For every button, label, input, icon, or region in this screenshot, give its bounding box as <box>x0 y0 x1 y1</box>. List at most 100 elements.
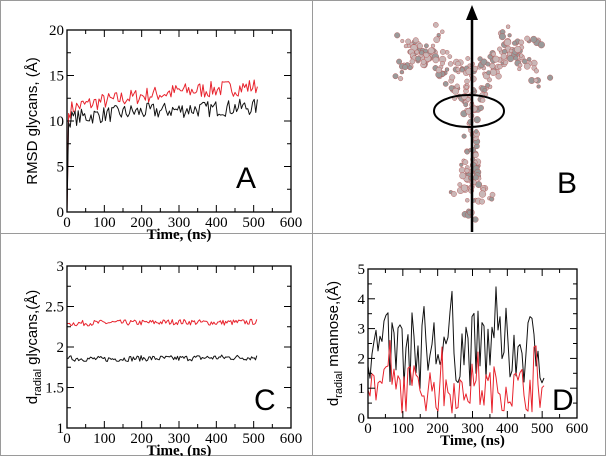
atom-bead <box>464 78 470 85</box>
x-tick-label: 600 <box>280 431 303 447</box>
x-tick-label: 500 <box>242 215 265 231</box>
x-tick-label: 100 <box>93 431 116 447</box>
chart-panel-c: 0 100 200 300 400 500 600 1 1.5 2 2.5 3 Time, (ns) dr… <box>24 259 302 456</box>
atom-bead <box>461 133 467 139</box>
atom-bead <box>435 66 443 74</box>
x-tick-label: 300 <box>168 431 191 447</box>
x-tick-label: 200 <box>130 215 153 231</box>
x-tick-label: 0 <box>364 421 372 437</box>
atom-bead <box>402 64 408 71</box>
atom-bead <box>512 40 518 46</box>
atom-bead <box>514 45 522 53</box>
atom-bead <box>462 159 469 165</box>
y-tick-label: 20 <box>49 23 64 39</box>
y-tick-label: 1 <box>358 381 366 397</box>
series-line-a-black <box>66 98 258 213</box>
atom-bead <box>460 184 468 192</box>
atom-bead <box>450 191 457 197</box>
atom-bead <box>536 84 541 89</box>
x-tick-label: 300 <box>461 421 484 437</box>
atom-bead <box>489 191 496 198</box>
atom-bead <box>508 48 514 53</box>
arrow-head <box>466 5 478 20</box>
chart-panel-a: 0 100 200 300 400 500 600 0 5 10 15 20 Time, (ns) RMS… <box>24 23 302 243</box>
atom-bead <box>398 76 404 82</box>
atom-bead <box>513 55 519 61</box>
y-tick-label: 1 <box>57 421 65 437</box>
y-tick-label: 0 <box>358 411 366 427</box>
y-axis-label: RMSD glycans, (Å) <box>24 57 41 185</box>
x-axis-label: Time, (ns) <box>147 227 212 243</box>
atom-bead <box>479 198 485 205</box>
atom-bead <box>457 182 463 188</box>
atom-bead <box>504 38 512 47</box>
atom-bead <box>480 97 486 103</box>
atom-bead <box>497 46 503 52</box>
y-axis-label: dradial glycans,(Å) <box>24 290 44 404</box>
atom-bead <box>394 32 401 39</box>
atom-bead <box>455 61 461 67</box>
atom-bead <box>492 55 500 63</box>
atom-bead <box>400 39 405 44</box>
atom-bead <box>478 190 487 198</box>
series-line-d-black <box>367 286 545 389</box>
atom-bead <box>489 68 497 76</box>
atom-bead <box>505 24 511 29</box>
atom-bead <box>518 62 523 68</box>
x-tick-label: 400 <box>205 215 228 231</box>
atom-bead <box>465 108 472 115</box>
atom-bead <box>473 129 479 134</box>
x-axis-label: Time, (ns) <box>440 433 505 449</box>
atom-bead <box>485 82 490 88</box>
y-axis-label-main: d <box>24 396 41 404</box>
y-tick-label: 15 <box>49 69 64 85</box>
atom-bead <box>459 172 467 180</box>
y-tick-label: 2 <box>358 351 366 367</box>
y-axis-label-rest: mannose,(Å) <box>325 281 342 371</box>
x-tick-label: 100 <box>392 421 415 437</box>
panel-letter-a: A <box>236 162 256 195</box>
atom-bead <box>392 73 399 80</box>
atom-bead <box>433 36 441 44</box>
atom-bead <box>432 56 439 64</box>
atom-bead <box>507 33 512 38</box>
y-tick-label: 3 <box>57 259 65 275</box>
atom-bead <box>409 58 416 65</box>
atom-bead <box>530 35 538 43</box>
x-tick-label: 600 <box>280 215 303 231</box>
atom-bead <box>524 35 531 42</box>
series-line-c-red <box>67 318 258 327</box>
atom-bead <box>423 43 429 49</box>
atom-bead <box>442 81 449 87</box>
atom-bead <box>447 54 453 59</box>
atom-bead <box>477 104 484 111</box>
panel-letter-d: D <box>552 384 574 417</box>
atom-bead <box>518 39 525 46</box>
atom-bead <box>465 56 471 61</box>
atom-bead <box>403 43 408 49</box>
atom-bead <box>412 37 419 44</box>
x-tick-label: 600 <box>566 421 589 437</box>
plot-frame <box>367 268 578 419</box>
atom-bead <box>405 38 412 45</box>
panel-letter-c: C <box>254 384 276 417</box>
y-tick-label: 5 <box>57 160 65 176</box>
atom-bead <box>482 88 488 93</box>
y-axis-label-subscript: radial <box>32 369 44 396</box>
x-tick-label: 500 <box>242 431 265 447</box>
x-tick-label: 0 <box>63 215 71 231</box>
atom-bead <box>458 166 466 174</box>
y-axis-label-main: d <box>325 398 342 406</box>
y-axis-label: dradial mannose,(Å) <box>325 281 345 406</box>
atom-bead <box>472 174 479 181</box>
atom-bead <box>444 67 450 72</box>
atom-bead <box>448 85 455 91</box>
atom-bead <box>507 55 515 63</box>
series-line-c-black <box>66 354 258 362</box>
atom-bead <box>533 68 539 74</box>
y-tick-label: 2.5 <box>45 300 64 316</box>
y-tick-label: 2 <box>57 340 65 356</box>
y-axis-label-subscript: radial <box>333 371 345 398</box>
atom-bead <box>449 74 456 81</box>
